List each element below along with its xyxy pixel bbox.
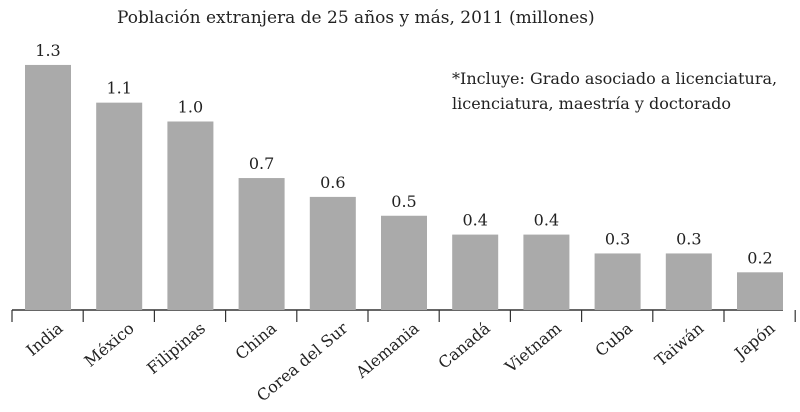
category-label: Canadá (435, 318, 495, 372)
bar-8 (594, 253, 641, 310)
category-label: India (23, 318, 67, 360)
footnote-line-2: licenciatura, maestría y doctorado (452, 94, 731, 113)
chart-footnote: *Incluye: Grado asociado a licenciatura,… (452, 66, 777, 116)
category-label: China (232, 318, 281, 363)
value-label: 0.6 (320, 173, 345, 192)
value-label: 0.4 (462, 211, 487, 230)
value-label: 1.3 (35, 41, 60, 60)
bar-4 (309, 196, 356, 310)
bar-9 (665, 253, 712, 310)
value-label: 1.0 (178, 98, 203, 117)
chart-title: Población extranjera de 25 años y más, 2… (117, 8, 595, 28)
category-label: Cuba (592, 318, 637, 360)
bar-6 (452, 234, 499, 310)
value-label: 0.5 (391, 192, 416, 211)
value-label: 0.4 (534, 211, 559, 230)
category-label: Vietnam (500, 319, 565, 377)
bar-0 (25, 64, 71, 310)
category-label: México (81, 319, 138, 371)
footnote-line-1: *Incluye: Grado asociado a licenciatura, (452, 69, 778, 88)
bar-2 (167, 121, 214, 310)
bar-1 (96, 102, 143, 311)
category-label: Japón (729, 319, 778, 364)
value-label: 0.7 (249, 154, 274, 173)
category-label: Taiwán (651, 319, 707, 371)
bar-5 (381, 215, 427, 310)
category-label: Alemania (352, 318, 423, 382)
value-label: 0.3 (676, 229, 701, 248)
category-label: Filipinas (143, 319, 209, 378)
value-label: 1.1 (106, 79, 131, 98)
value-label: 0.3 (605, 229, 630, 248)
bar-10 (737, 272, 783, 310)
bar-3 (238, 178, 285, 310)
bar-7 (523, 234, 570, 310)
value-label: 0.2 (747, 248, 772, 267)
